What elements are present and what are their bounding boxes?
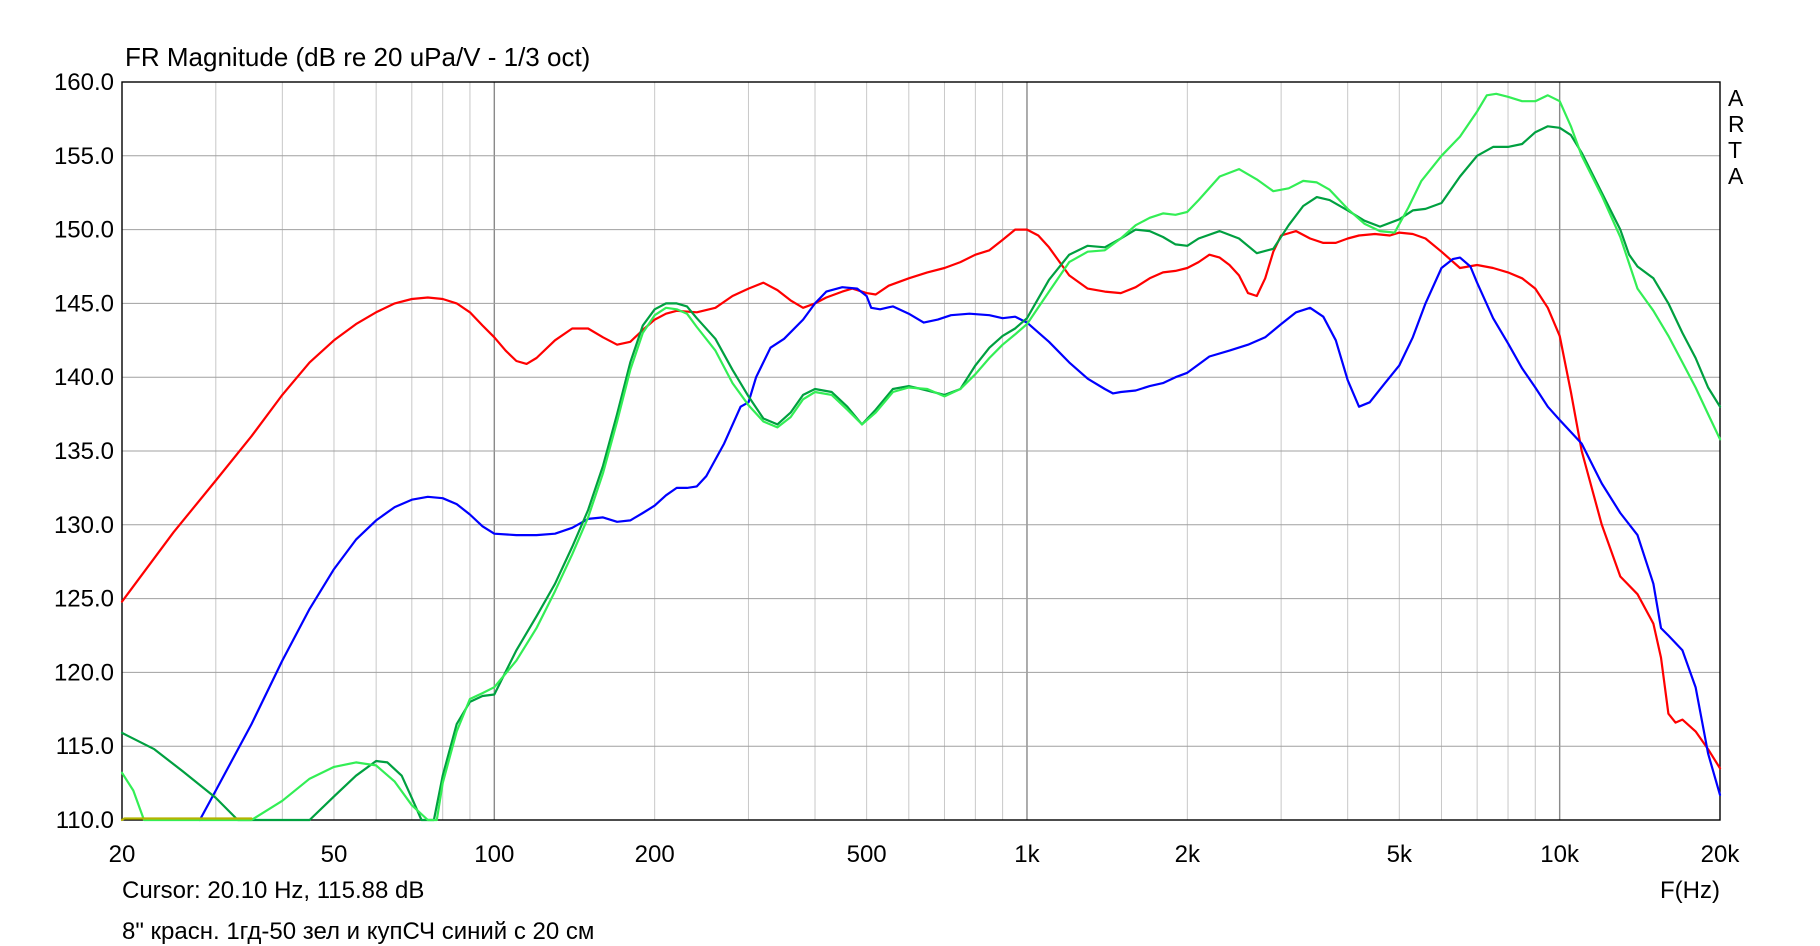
arta-letter: A (1728, 163, 1744, 189)
arta-letter: T (1728, 137, 1742, 163)
y-tick-label: 145.0 (54, 290, 114, 317)
x-tick-label: 2k (1175, 841, 1201, 868)
y-tick-label: 115.0 (56, 733, 114, 760)
arta-letter: A (1728, 85, 1744, 111)
y-tick-label: 140.0 (54, 364, 114, 391)
y-tick-label: 130.0 (54, 512, 114, 539)
arta-letter: R (1728, 111, 1745, 137)
x-tick-label: 20k (1701, 841, 1741, 868)
cursor-readout: Cursor: 20.10 Hz, 115.88 dB (122, 877, 424, 904)
plot-frame (121, 81, 1721, 821)
y-tick-label: 150.0 (54, 217, 114, 244)
series-line-5 (120, 817, 253, 822)
y-axis-ticks: 110.0 115.0 120.0 125.0 130.0 135.0 140.0 145.0… (54, 69, 114, 834)
x-tick-label: 500 (847, 841, 887, 868)
y-tick-label: 125.0 (54, 586, 114, 613)
x-tick-label: 5k (1387, 841, 1413, 868)
x-axis-ticks: 20 50 100 200 500 1k 2k 5k 10k 20k (109, 841, 1741, 868)
x-tick-label: 10k (1540, 841, 1580, 868)
series-lines (120, 92, 1722, 822)
series-line-1 (120, 228, 1722, 770)
series-line-4 (120, 92, 1722, 822)
y-tick-label: 160.0 (54, 69, 114, 96)
major-grid (122, 81, 1720, 821)
y-tick-label: 110.0 (56, 807, 114, 834)
y-tick-label: 155.0 (54, 143, 114, 170)
y-tick-label: 120.0 (54, 659, 114, 686)
y-tick-label: 135.0 (54, 438, 114, 465)
series-line-2 (198, 256, 1722, 822)
x-axis-label: F(Hz) (1660, 877, 1720, 904)
x-tick-label: 100 (474, 841, 514, 868)
measurement-note: 8" красн. 1гд-50 зел и купСЧ синий с 20 … (122, 918, 594, 945)
x-tick-label: 20 (109, 841, 136, 868)
series-line-3 (120, 125, 1722, 822)
chart-title: FR Magnitude (dB re 20 uPa/V - 1/3 oct) (125, 42, 590, 72)
x-tick-label: 200 (635, 841, 675, 868)
x-tick-label: 1k (1014, 841, 1040, 868)
x-tick-label: 50 (321, 841, 348, 868)
